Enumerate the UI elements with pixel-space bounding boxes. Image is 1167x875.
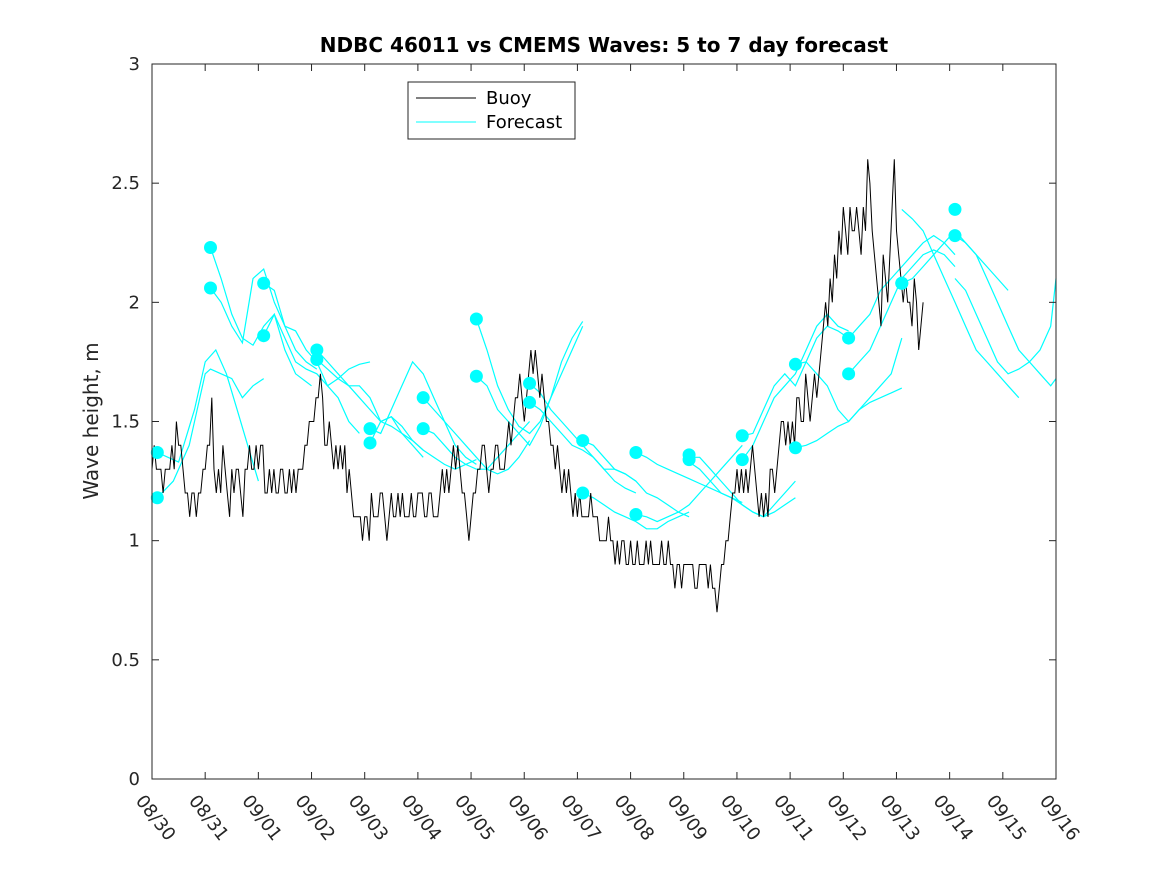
- forecast-line: [263, 312, 371, 387]
- forecast-line: [316, 349, 424, 451]
- y-tick-label: 2: [129, 292, 140, 313]
- forecast-start-marker: [150, 491, 164, 505]
- forecast-line: [741, 313, 849, 460]
- buoy-line: [151, 159, 924, 613]
- chart-title: NDBC 46011 vs CMEMS Waves: 5 to 7 day fo…: [320, 33, 889, 57]
- forecast-start-marker: [629, 507, 643, 521]
- plot-area: [150, 159, 1057, 613]
- forecast-start-marker: [948, 202, 962, 216]
- legend-label-buoy: Buoy: [486, 88, 532, 109]
- forecast-start-marker: [257, 329, 271, 343]
- forecast-line: [369, 415, 477, 470]
- forecast-start-marker: [576, 434, 590, 448]
- y-tick-label: 0.5: [111, 650, 140, 671]
- x-tick-label: 09/06: [503, 791, 551, 845]
- forecast-start-marker: [257, 276, 271, 290]
- forecast-line: [582, 440, 690, 518]
- forecast-start-marker: [842, 367, 856, 381]
- x-tick-label: 09/03: [344, 791, 392, 845]
- forecast-line: [422, 397, 531, 475]
- forecast-line: [316, 359, 424, 458]
- x-tick-label: 09/07: [556, 791, 604, 845]
- y-tick-label: 1: [129, 531, 140, 552]
- x-tick-label: 09/08: [610, 791, 658, 845]
- legend: Buoy Forecast: [407, 81, 576, 140]
- y-tick-label: 3: [129, 54, 140, 75]
- forecast-line: [369, 360, 477, 465]
- y-tick-label: 1.5: [111, 412, 140, 433]
- forecast-start-marker: [788, 441, 802, 455]
- forecast-line: [157, 348, 259, 482]
- forecast-line: [475, 318, 584, 435]
- x-tick-label: 09/11: [769, 791, 817, 845]
- x-tick-label: 08/31: [184, 791, 232, 845]
- forecast-start-marker: [735, 453, 749, 467]
- forecast-start-marker: [576, 486, 590, 500]
- x-tick-label: 09/13: [876, 791, 924, 845]
- x-tick-label: 09/16: [1035, 791, 1083, 845]
- x-tick-label: 09/15: [982, 791, 1030, 845]
- forecast-start-marker: [523, 395, 537, 409]
- legend-box: [407, 81, 576, 140]
- forecast-line: [848, 234, 956, 339]
- forecast-start-marker: [363, 436, 377, 450]
- forecast-line: [688, 461, 796, 518]
- y-axis-label: Wave height, m: [79, 342, 103, 499]
- x-tick-label: 09/05: [450, 791, 498, 845]
- forecast-start-marker: [523, 376, 537, 390]
- forecast-start-marker: [469, 369, 483, 383]
- x-tick-label: 09/04: [397, 791, 445, 845]
- x-tick-label: 09/02: [291, 791, 339, 845]
- forecast-line: [422, 421, 531, 470]
- forecast-line: [795, 387, 903, 449]
- forecast-line: [156, 368, 265, 499]
- forecast-start-marker: [469, 312, 483, 326]
- forecast-start-marker: [416, 391, 430, 405]
- x-tick-label: 09/01: [237, 791, 285, 845]
- forecast-line: [901, 208, 1020, 399]
- forecast-start-marker: [363, 422, 377, 436]
- forecast-start-marker: [788, 357, 802, 371]
- forecast-start-marker: [842, 331, 856, 345]
- forecast-line: [209, 247, 312, 387]
- forecast-start-marker: [629, 445, 643, 459]
- y-tick-label: 0: [129, 769, 140, 790]
- forecast-start-marker: [895, 276, 909, 290]
- y-tick-label: 2.5: [111, 173, 140, 194]
- forecast-line: [954, 235, 1057, 387]
- forecast-start-marker: [203, 241, 217, 255]
- forecast-line: [210, 267, 318, 370]
- forecast-line: [635, 444, 743, 523]
- x-axis: 08/30 08/31 09/01 09/02 09/03 09/04 09/05 09/06…: [131, 64, 1084, 845]
- x-tick-label: 08/30: [131, 791, 179, 845]
- forecast-line: [582, 492, 690, 530]
- forecast-line: [475, 325, 584, 447]
- forecast-start-marker: [735, 429, 749, 443]
- forecast-start-marker: [310, 353, 324, 367]
- forecast-start-marker: [682, 453, 696, 467]
- forecast-start-marker: [203, 281, 217, 295]
- axes-box: [151, 63, 1057, 780]
- x-tick-label: 09/10: [716, 791, 764, 845]
- forecast-line: [848, 249, 956, 375]
- forecast-line: [954, 278, 1057, 375]
- x-tick-label: 09/09: [663, 791, 711, 845]
- forecast-line: [742, 325, 849, 437]
- forecast-start-marker: [416, 422, 430, 436]
- forecast-start-marker: [310, 343, 324, 357]
- forecast-start-marker: [948, 229, 962, 243]
- legend-label-forecast: Forecast: [486, 112, 562, 133]
- forecast-start-marker: [150, 445, 164, 459]
- x-tick-label: 09/12: [822, 791, 870, 845]
- y-axis: 0 0.5 1 1.5 2 2.5 3: [111, 54, 1056, 790]
- x-tick-label: 09/14: [929, 791, 977, 845]
